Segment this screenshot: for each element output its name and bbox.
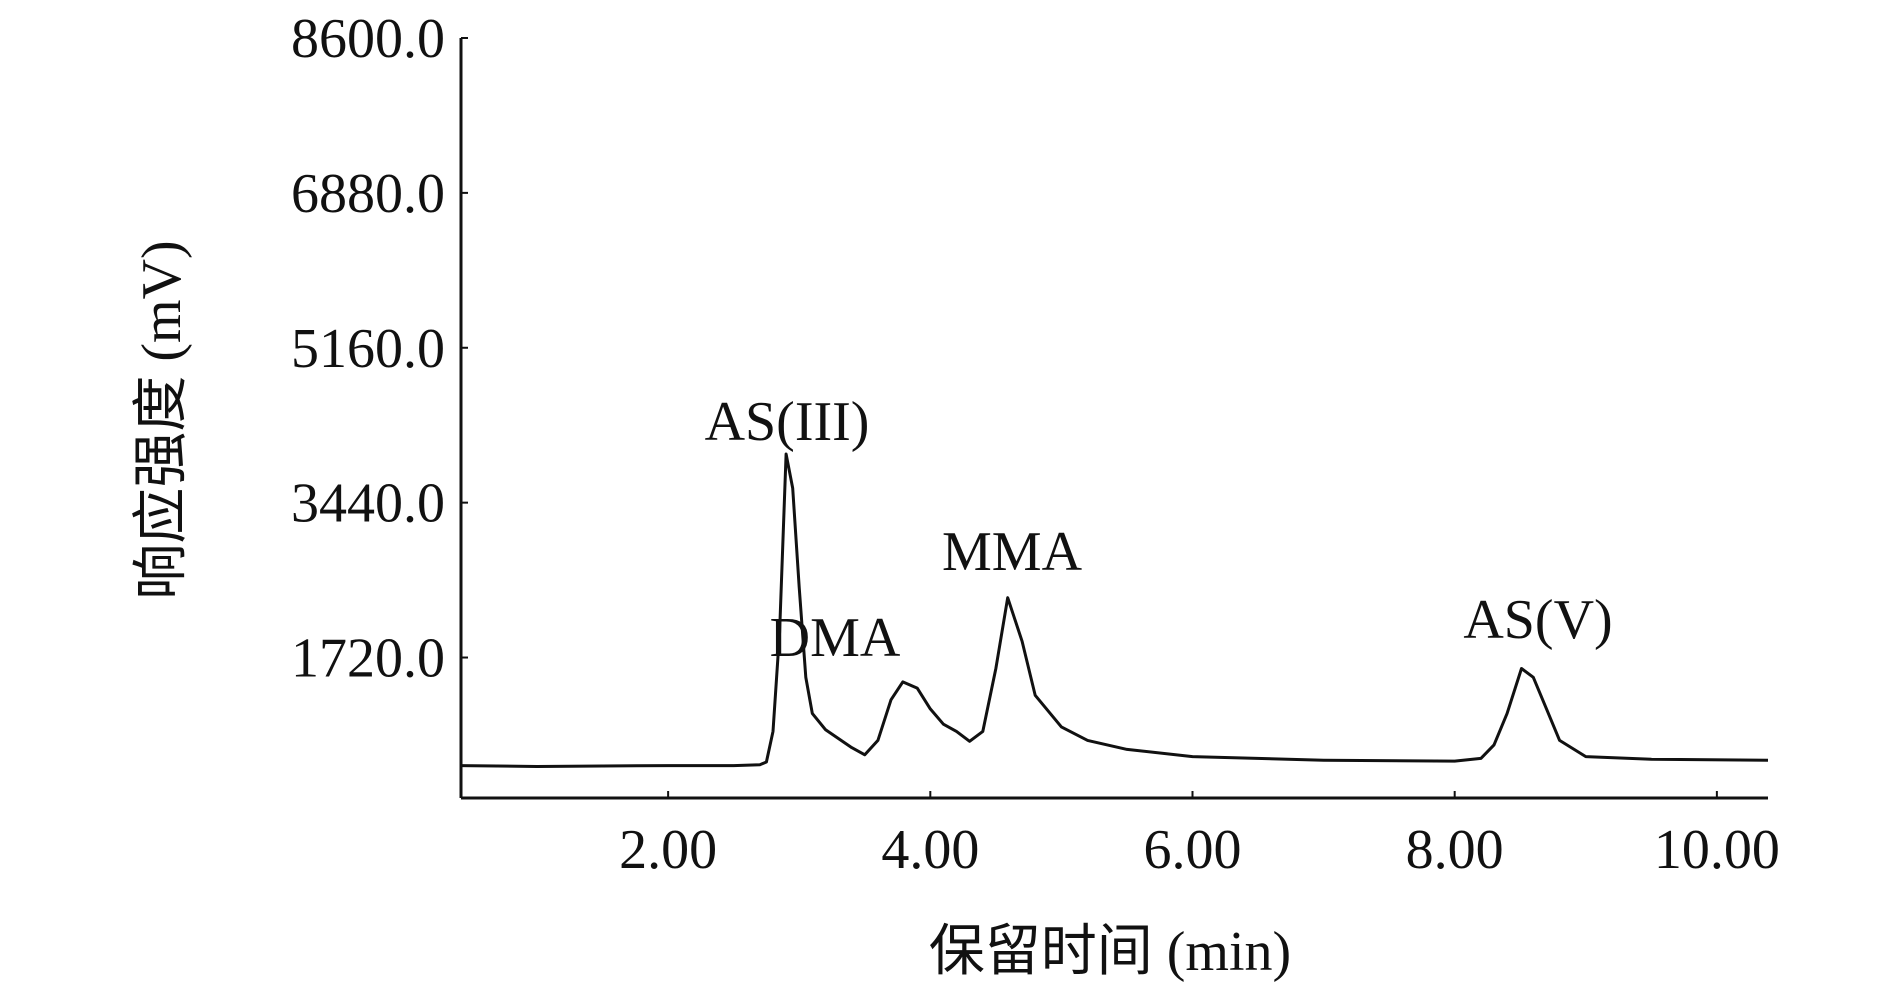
peak-label: DMA — [770, 607, 901, 669]
signal-line — [460, 452, 1769, 768]
y-tick-label: 3440.0 — [291, 473, 445, 535]
x-tick-label: 10.00 — [1654, 819, 1780, 881]
x-tick-label: 8.00 — [1406, 819, 1504, 881]
y-tick-label: 6880.0 — [291, 163, 445, 225]
y-tick-label: 5160.0 — [291, 318, 445, 380]
x-tick-label: 4.00 — [881, 819, 979, 881]
y-tick-label: 1720.0 — [291, 628, 445, 690]
x-tick-label: 6.00 — [1144, 819, 1242, 881]
x-axis-title: 保留时间 (min) — [929, 921, 1291, 983]
y-axis-title: 响应强度 (mV) — [131, 240, 193, 599]
peak-label: MMA — [942, 521, 1083, 583]
peak-label: AS(III) — [705, 391, 870, 453]
x-tick-label: 2.00 — [619, 819, 717, 881]
y-tick-label: 8600.0 — [291, 8, 445, 70]
peak-label: AS(V) — [1463, 589, 1612, 651]
